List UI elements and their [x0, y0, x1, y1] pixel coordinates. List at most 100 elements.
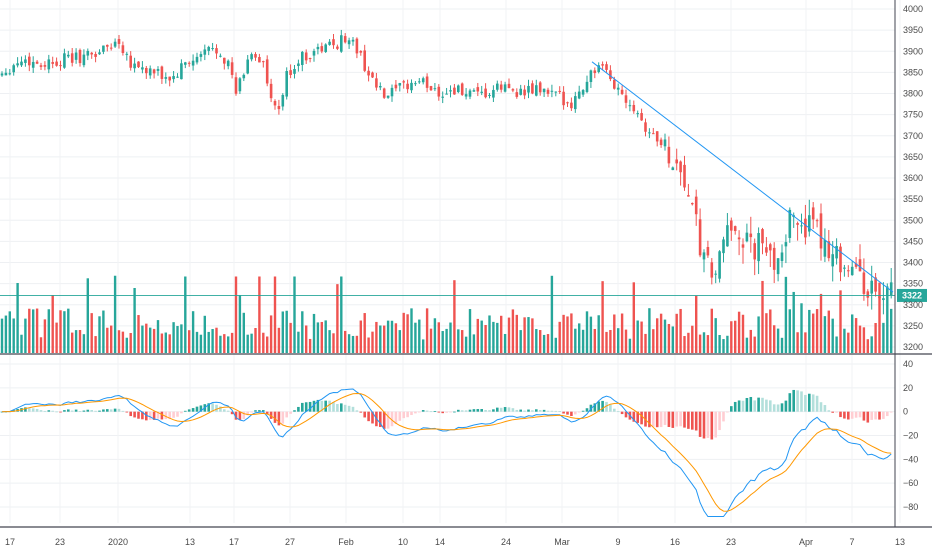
macd-histogram-bar [199, 405, 203, 412]
macd-histogram-bar [191, 408, 195, 412]
macd-histogram-bar [285, 411, 288, 418]
macd-histogram-bar [277, 411, 281, 426]
volume-bar [355, 335, 359, 353]
macd-histogram-bar [683, 411, 686, 428]
macd-histogram-bar [542, 409, 546, 412]
volume-bar [4, 315, 8, 353]
candle-body [402, 81, 405, 83]
volume-bar [519, 330, 522, 353]
macd-histogram-bar [160, 411, 164, 420]
volume-bar [336, 284, 339, 353]
macd-histogram-bar [390, 411, 394, 427]
volume-bar [28, 308, 31, 353]
candle-body [59, 65, 62, 67]
macd-histogram-bar [242, 411, 246, 420]
volume-bar [617, 328, 620, 353]
macd-histogram-bar [63, 410, 66, 412]
volume-bar [886, 286, 889, 353]
candle-body [702, 252, 706, 260]
candle-body [558, 90, 561, 92]
macd-histogram-bar [51, 410, 54, 412]
volume-bar [277, 327, 281, 353]
volume-bar [601, 281, 604, 353]
candle-body [121, 45, 125, 54]
candle-body [211, 48, 214, 50]
volume-bar [67, 308, 70, 353]
volume-bar [406, 314, 409, 353]
candle-body [191, 60, 195, 66]
volume-bar [121, 331, 125, 353]
candle-body [336, 46, 339, 49]
volume-bar [102, 310, 105, 353]
volume-bar [246, 334, 249, 353]
candle-body [418, 81, 421, 83]
candle-body [152, 69, 156, 74]
macd-histogram-bar [148, 411, 152, 420]
volume-bar [90, 313, 93, 353]
candle-body [542, 88, 546, 93]
candlesticks [0, 29, 893, 315]
volume-bar [289, 322, 292, 353]
macd-histogram-bar [24, 407, 27, 412]
candle-body [589, 70, 593, 83]
candle-body [460, 83, 464, 95]
macd-histogram-bar [788, 393, 792, 412]
candle-body [16, 63, 19, 66]
candle-body [4, 72, 8, 76]
volume-bar [714, 318, 717, 353]
candle-body [394, 84, 398, 89]
candle-body [644, 122, 647, 132]
macd-histogram-bar [250, 411, 253, 413]
candle-body [870, 280, 873, 294]
candle-body [226, 60, 230, 67]
volume-bar [851, 314, 854, 353]
macd-panel [0, 388, 893, 517]
volume-bar [328, 330, 331, 353]
candle-body [238, 78, 242, 92]
candle-body [28, 56, 31, 66]
macd-histogram-bar [597, 401, 600, 412]
macd-histogram-bar [211, 403, 214, 412]
candle-body [31, 61, 35, 68]
candle-body [862, 272, 866, 294]
candle-body [410, 82, 413, 91]
volume-bar [429, 328, 433, 353]
macd-histogram-bar [675, 411, 678, 427]
macd-tick-label: 40 [903, 359, 913, 369]
volume-bar [164, 332, 167, 353]
candle-body [285, 71, 288, 97]
candle-body [445, 93, 448, 95]
macd-histogram-bar [152, 411, 156, 420]
macd-histogram-bar [355, 410, 359, 412]
price-tick-label: 3900 [903, 46, 923, 56]
volume-bar [47, 309, 50, 353]
candle-body [468, 90, 472, 97]
volume-bar [312, 313, 316, 353]
time-tick-label: 17 [5, 537, 15, 547]
volume-bar [819, 293, 823, 353]
volume-bar [51, 295, 54, 353]
macd-histogram-bar [737, 400, 741, 412]
macd-histogram-bar [566, 411, 569, 415]
volume-bar [184, 276, 187, 353]
macd-histogram-bar [503, 407, 507, 412]
candle-body [659, 139, 663, 146]
candle-body [570, 102, 573, 109]
candle-body [597, 65, 600, 72]
volume-bar [8, 311, 11, 353]
macd-histogram-bar [109, 409, 113, 412]
candle-body [527, 85, 530, 93]
macd-histogram-bar [425, 410, 429, 412]
volume-bar [593, 328, 596, 353]
macd-histogram-bar [804, 394, 807, 412]
macd-histogram-bar [624, 411, 628, 418]
candle-body [640, 113, 643, 121]
price-tick-label: 3250 [903, 321, 923, 331]
candle-body [492, 89, 495, 98]
volume-bar [574, 328, 577, 353]
volume-bar [776, 328, 780, 353]
candle-body [207, 46, 210, 51]
candle-body [449, 90, 452, 92]
last-price-badge [897, 288, 927, 302]
candle-body [780, 252, 784, 261]
